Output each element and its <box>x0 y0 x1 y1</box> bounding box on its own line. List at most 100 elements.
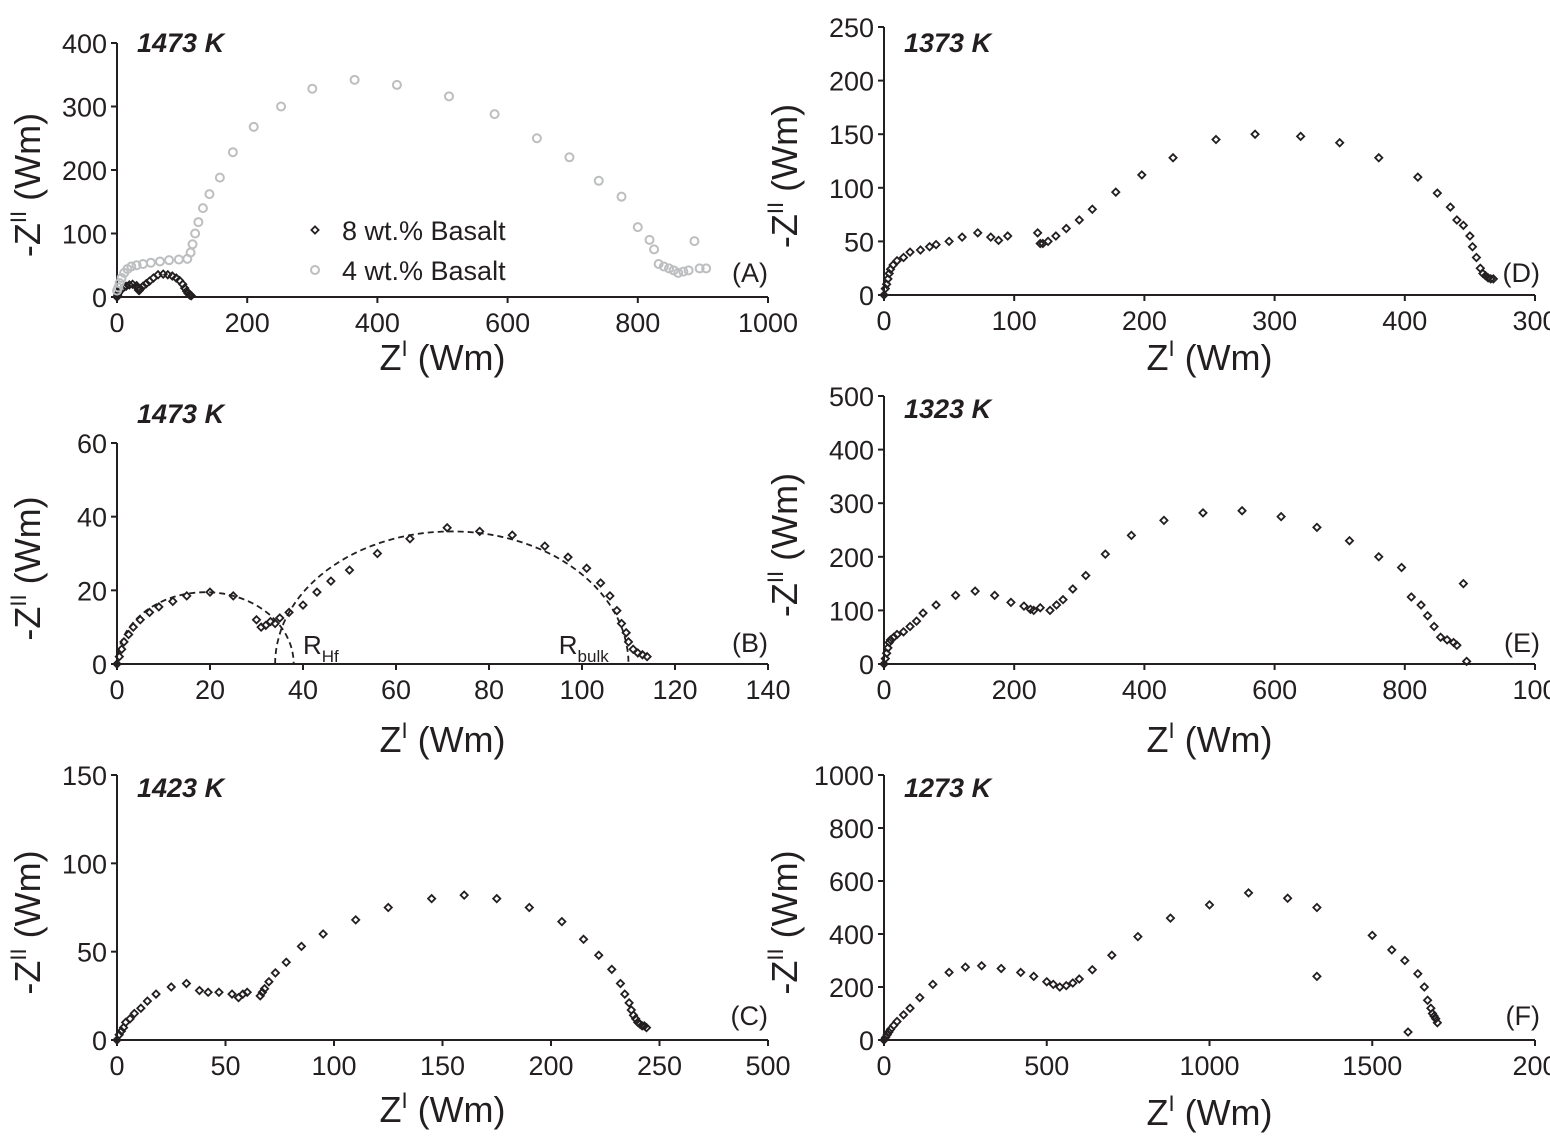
data-point <box>135 614 146 625</box>
x-tick-label: 0 <box>109 1051 124 1081</box>
x-tick-label: 0 <box>876 306 891 336</box>
data-point <box>637 649 648 660</box>
x-tick-label: 200 <box>992 675 1037 705</box>
data-point <box>642 651 652 662</box>
y-tick-label: 500 <box>829 382 874 412</box>
data-point <box>214 172 225 183</box>
data-point <box>214 987 224 998</box>
data-point <box>606 964 617 975</box>
data-point <box>881 648 892 659</box>
data-point <box>1159 515 1169 526</box>
data-point <box>918 608 928 618</box>
data-point <box>1373 551 1384 562</box>
data-point <box>391 79 402 90</box>
panel-d: 0501001502002500100200300400300ZI (Wm)-Z… <box>763 13 1550 378</box>
data-point <box>1067 978 1078 988</box>
data-point <box>1080 570 1091 581</box>
data-point <box>264 976 274 987</box>
data-point <box>1373 152 1384 163</box>
data-point <box>970 586 981 596</box>
x-tick-label: 20 <box>195 675 225 705</box>
data-point <box>612 605 622 616</box>
data-point <box>1035 602 1046 613</box>
data-point <box>581 563 592 574</box>
data-point <box>167 596 178 607</box>
data-point <box>944 236 954 247</box>
temperature-label: 1323 K <box>904 394 994 424</box>
data-point <box>1250 129 1260 140</box>
x-tick-label: 50 <box>210 1051 240 1081</box>
data-point <box>1422 610 1433 621</box>
data-point <box>623 637 634 647</box>
data-point <box>1485 274 1496 284</box>
y-tick-label: 300 <box>62 93 107 123</box>
x-tick-label: 500 <box>1024 1051 1069 1081</box>
data-point <box>459 890 470 901</box>
data-point <box>227 147 238 158</box>
data-point <box>1019 601 1029 611</box>
data-point <box>181 590 192 601</box>
y-tick-label: 100 <box>62 220 107 250</box>
y-tick-label: 200 <box>829 543 874 573</box>
y-axis-title: -ZII (Wm) <box>6 113 48 257</box>
data-point <box>1028 605 1039 616</box>
data-point <box>915 245 926 255</box>
data-point <box>372 548 383 559</box>
data-point <box>1452 640 1462 651</box>
data-point <box>1432 188 1443 199</box>
y-tick-label: 300 <box>829 489 874 519</box>
data-point <box>1051 600 1062 610</box>
x-tick-label: 0 <box>109 675 124 705</box>
legend: 8 wt.% Basalt 4 wt.% Basalt <box>310 216 506 286</box>
data-point <box>1399 955 1410 966</box>
data-point <box>131 260 142 271</box>
data-point <box>144 607 155 618</box>
data-point <box>879 659 889 669</box>
data-point <box>1237 505 1247 516</box>
x-tick-label: 40 <box>288 675 318 705</box>
x-tick-label: 100 <box>559 675 604 705</box>
data-point <box>664 263 675 274</box>
data-point <box>595 578 606 588</box>
data-point <box>1211 134 1221 145</box>
y-tick-label: 0 <box>92 283 107 313</box>
data-point <box>1015 967 1026 978</box>
data-point <box>1344 535 1355 546</box>
panel-label: (B) <box>732 628 768 658</box>
data-point <box>154 256 165 267</box>
data-point <box>1312 902 1322 913</box>
data-point <box>205 587 215 598</box>
data-point <box>491 893 502 904</box>
panel-label: (C) <box>731 1001 768 1031</box>
data-point <box>616 191 627 202</box>
data-point <box>1419 982 1430 992</box>
data-point <box>113 282 124 293</box>
data-point <box>1282 893 1293 904</box>
data-point <box>1412 968 1423 979</box>
data-point <box>879 290 889 300</box>
x-tick-label: 1500 <box>1342 1051 1402 1081</box>
panel-e: 0 100 200 300 400 500 0 200 400 600 800 100 ZI (Wm) -… <box>763 382 1550 760</box>
data-point <box>270 618 280 629</box>
data-point <box>126 261 137 272</box>
data-point <box>383 902 394 913</box>
x-tick-label: 100 <box>992 306 1037 336</box>
y-tick-label: 200 <box>62 156 107 186</box>
y-tick-label: 20 <box>77 576 107 606</box>
data-point <box>1032 227 1043 238</box>
data-point <box>125 1013 135 1024</box>
data-point <box>1006 597 1016 608</box>
data-point <box>242 987 253 998</box>
x-tick-label: 800 <box>1382 675 1427 705</box>
data-point <box>296 941 307 952</box>
data-point <box>141 278 152 289</box>
data-point <box>880 653 891 664</box>
y-tick-label: 0 <box>92 1026 107 1056</box>
data-point <box>578 934 589 945</box>
data-point <box>911 616 922 626</box>
x-tick-label: 200 <box>1122 306 1167 336</box>
data-point <box>605 590 615 601</box>
data-point <box>624 998 634 1008</box>
data-point <box>1430 1013 1441 1024</box>
data-point <box>1074 215 1085 225</box>
